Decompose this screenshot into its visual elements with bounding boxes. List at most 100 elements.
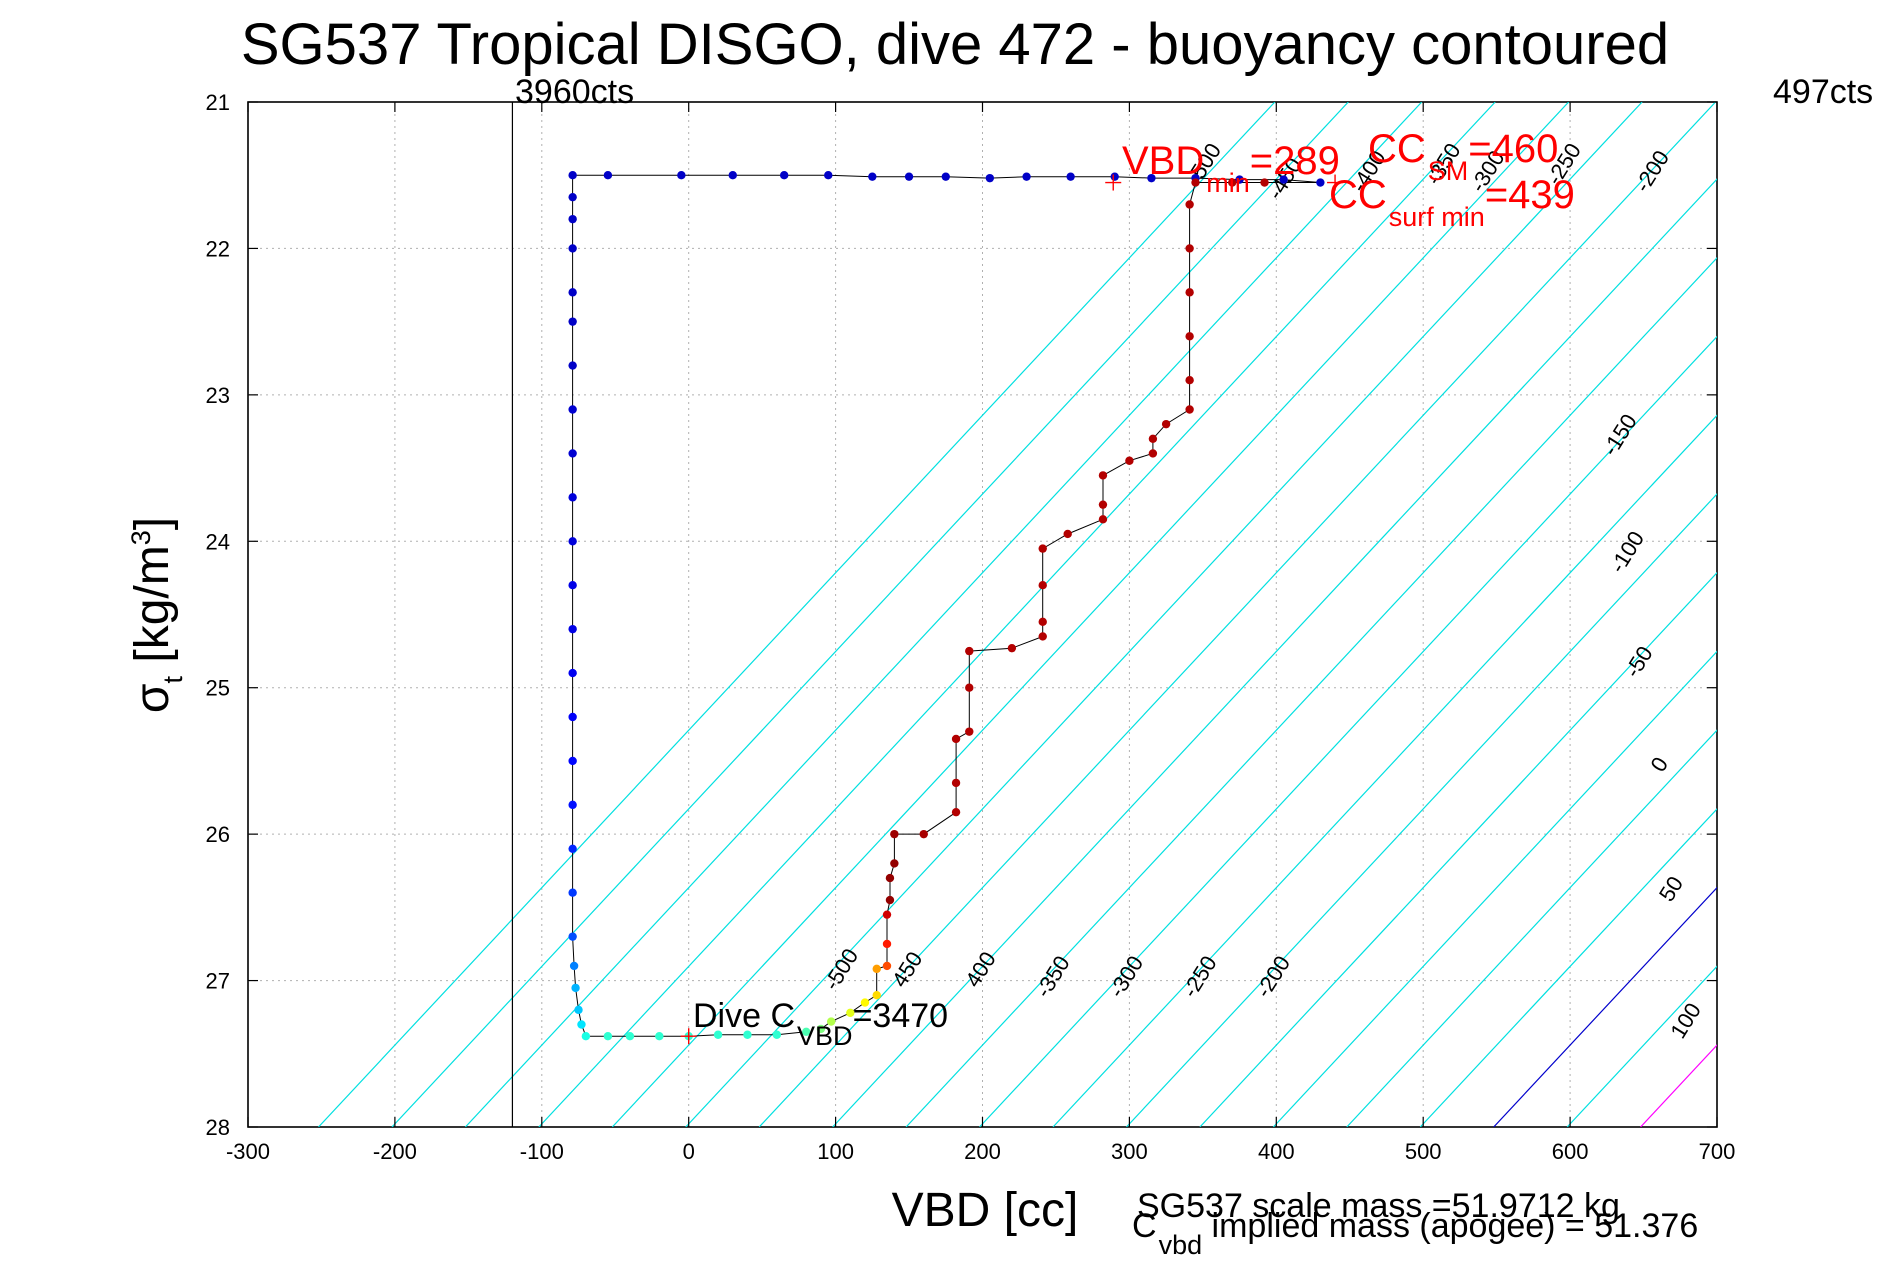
dive-trace-point <box>882 939 892 949</box>
contour-line <box>979 335 1717 1127</box>
dive-c-vbd-annotation: Dive CVBD=3470 <box>693 997 948 1051</box>
dive-trace-point <box>568 317 577 326</box>
dive-trace-point <box>826 1017 836 1026</box>
x-tick-label: 700 <box>1699 1139 1736 1164</box>
dive-trace-point <box>655 1032 664 1041</box>
grid-lines <box>248 102 1717 1127</box>
contour-line <box>1419 808 1717 1127</box>
dive-trace-point <box>1235 175 1244 184</box>
y-axis-label-superscript: 3 <box>126 530 156 545</box>
dive-trace-point <box>772 1030 782 1039</box>
x-tick-label: 400 <box>1258 1139 1295 1164</box>
dive-trace-point <box>824 171 833 180</box>
chart-title: SG537 Tropical DISGO, dive 472 - buoyanc… <box>241 12 1669 77</box>
dive-trace-point <box>951 778 961 788</box>
dive-trace-point <box>1038 617 1047 627</box>
contour-line <box>758 102 1716 1127</box>
y-tick-label: 27 <box>206 969 230 994</box>
dive-trace-point <box>568 288 577 297</box>
dive-trace-point <box>568 668 577 678</box>
dive-trace-point <box>1191 178 1200 187</box>
dive-trace-point <box>1185 405 1194 414</box>
cc-surf-min-sub: surf min <box>1389 202 1485 232</box>
contour-line <box>1346 729 1717 1127</box>
y-axis-label-base: σ <box>126 683 179 713</box>
contour-line <box>1493 886 1717 1127</box>
y-tick-label: 23 <box>206 383 230 408</box>
dive-trace-point <box>603 1032 613 1041</box>
dive-trace-point <box>1125 456 1134 465</box>
dive-trace-point <box>1228 178 1237 187</box>
dive-trace-point <box>568 171 577 180</box>
y-tick-label: 22 <box>206 236 230 261</box>
dive-trace-point <box>571 983 580 993</box>
vbd-min-main: VBD <box>1122 139 1204 183</box>
dive-trace-point <box>1161 419 1171 429</box>
y-tick-label: 21 <box>206 90 230 115</box>
implied-mass-value: implied mass (apogee) = 51.376 <box>1202 1207 1698 1245</box>
vbd-min-value: =289 <box>1250 139 1340 183</box>
dive-trace-point <box>1185 288 1194 297</box>
dive-trace-point <box>625 1032 635 1041</box>
dive-trace-point <box>568 244 577 253</box>
dive-c-vbd-sub: VBD <box>797 1021 853 1051</box>
contour-line <box>318 102 1276 1127</box>
dive-trace-point <box>941 172 950 181</box>
y-axis-ticks: 21 22 23 24 25 26 27 28 <box>206 90 1717 1140</box>
dive-trace-point <box>568 493 577 502</box>
contour-line <box>685 102 1643 1127</box>
dive-trace-point <box>846 1008 855 1017</box>
vbd-min-sub: min <box>1206 168 1250 198</box>
dive-trace-point <box>868 172 877 181</box>
x-tick-label: -300 <box>226 1139 270 1164</box>
y-axis-label: σt [kg/m3] <box>126 517 188 713</box>
dive-trace-point <box>1110 172 1119 181</box>
scale-mass-note: SG537 scale mass =51.9712 kg <box>1137 1187 1620 1225</box>
dive-trace-point <box>1022 172 1031 181</box>
dive-trace-point <box>1063 529 1072 539</box>
contour-line <box>1052 414 1717 1127</box>
dive-trace-point <box>568 214 577 224</box>
dive-trace-point <box>965 727 974 736</box>
dive-trace-point <box>577 1020 586 1029</box>
cc-surf-min-main: CC <box>1329 173 1387 217</box>
dive-trace-point <box>568 844 577 853</box>
dive-trace-point <box>728 171 737 180</box>
dive-trace-point <box>885 895 895 905</box>
dive-trace-point <box>919 829 928 839</box>
dive-trace-point <box>603 171 613 180</box>
x-tick-label: 500 <box>1405 1139 1442 1164</box>
contour-line <box>391 102 1349 1127</box>
dive-trace <box>568 171 1325 1041</box>
dive-trace-point <box>1185 376 1194 385</box>
dive-trace-point <box>1279 175 1288 184</box>
dive-trace-point <box>890 859 899 868</box>
dive-trace-point <box>882 910 892 919</box>
dive-trace-point <box>882 961 892 971</box>
dive-trace-point <box>985 173 995 183</box>
dive-trace-point <box>1066 172 1075 181</box>
dive-trace-point <box>713 1030 723 1039</box>
dive-trace-point <box>568 449 577 458</box>
dive-trace-point <box>860 998 870 1007</box>
right-counts-label: 497cts <box>1773 73 1873 111</box>
buoyancy-contours <box>318 102 1717 1127</box>
implied-mass-sub: vbd <box>1159 1230 1203 1260</box>
dive-trace-point <box>1316 178 1325 187</box>
cc-sm-value: =460 <box>1468 127 1558 171</box>
dive-trace-point <box>677 171 686 180</box>
contour-line <box>538 102 1496 1127</box>
dive-trace-point <box>568 756 577 766</box>
dive-trace-point <box>568 888 577 897</box>
contour-line <box>905 256 1717 1127</box>
y-tick-label: 28 <box>206 1115 230 1140</box>
dive-trace-point <box>568 361 577 370</box>
dive-trace-point <box>951 807 961 817</box>
contour-line <box>1199 571 1717 1127</box>
x-tick-label: 200 <box>964 1139 1001 1164</box>
x-axis-label: VBD [cc] <box>892 1184 1079 1237</box>
x-tick-label: 0 <box>683 1139 695 1164</box>
dive-trace-point <box>779 171 789 180</box>
y-tick-label: 26 <box>206 822 230 847</box>
